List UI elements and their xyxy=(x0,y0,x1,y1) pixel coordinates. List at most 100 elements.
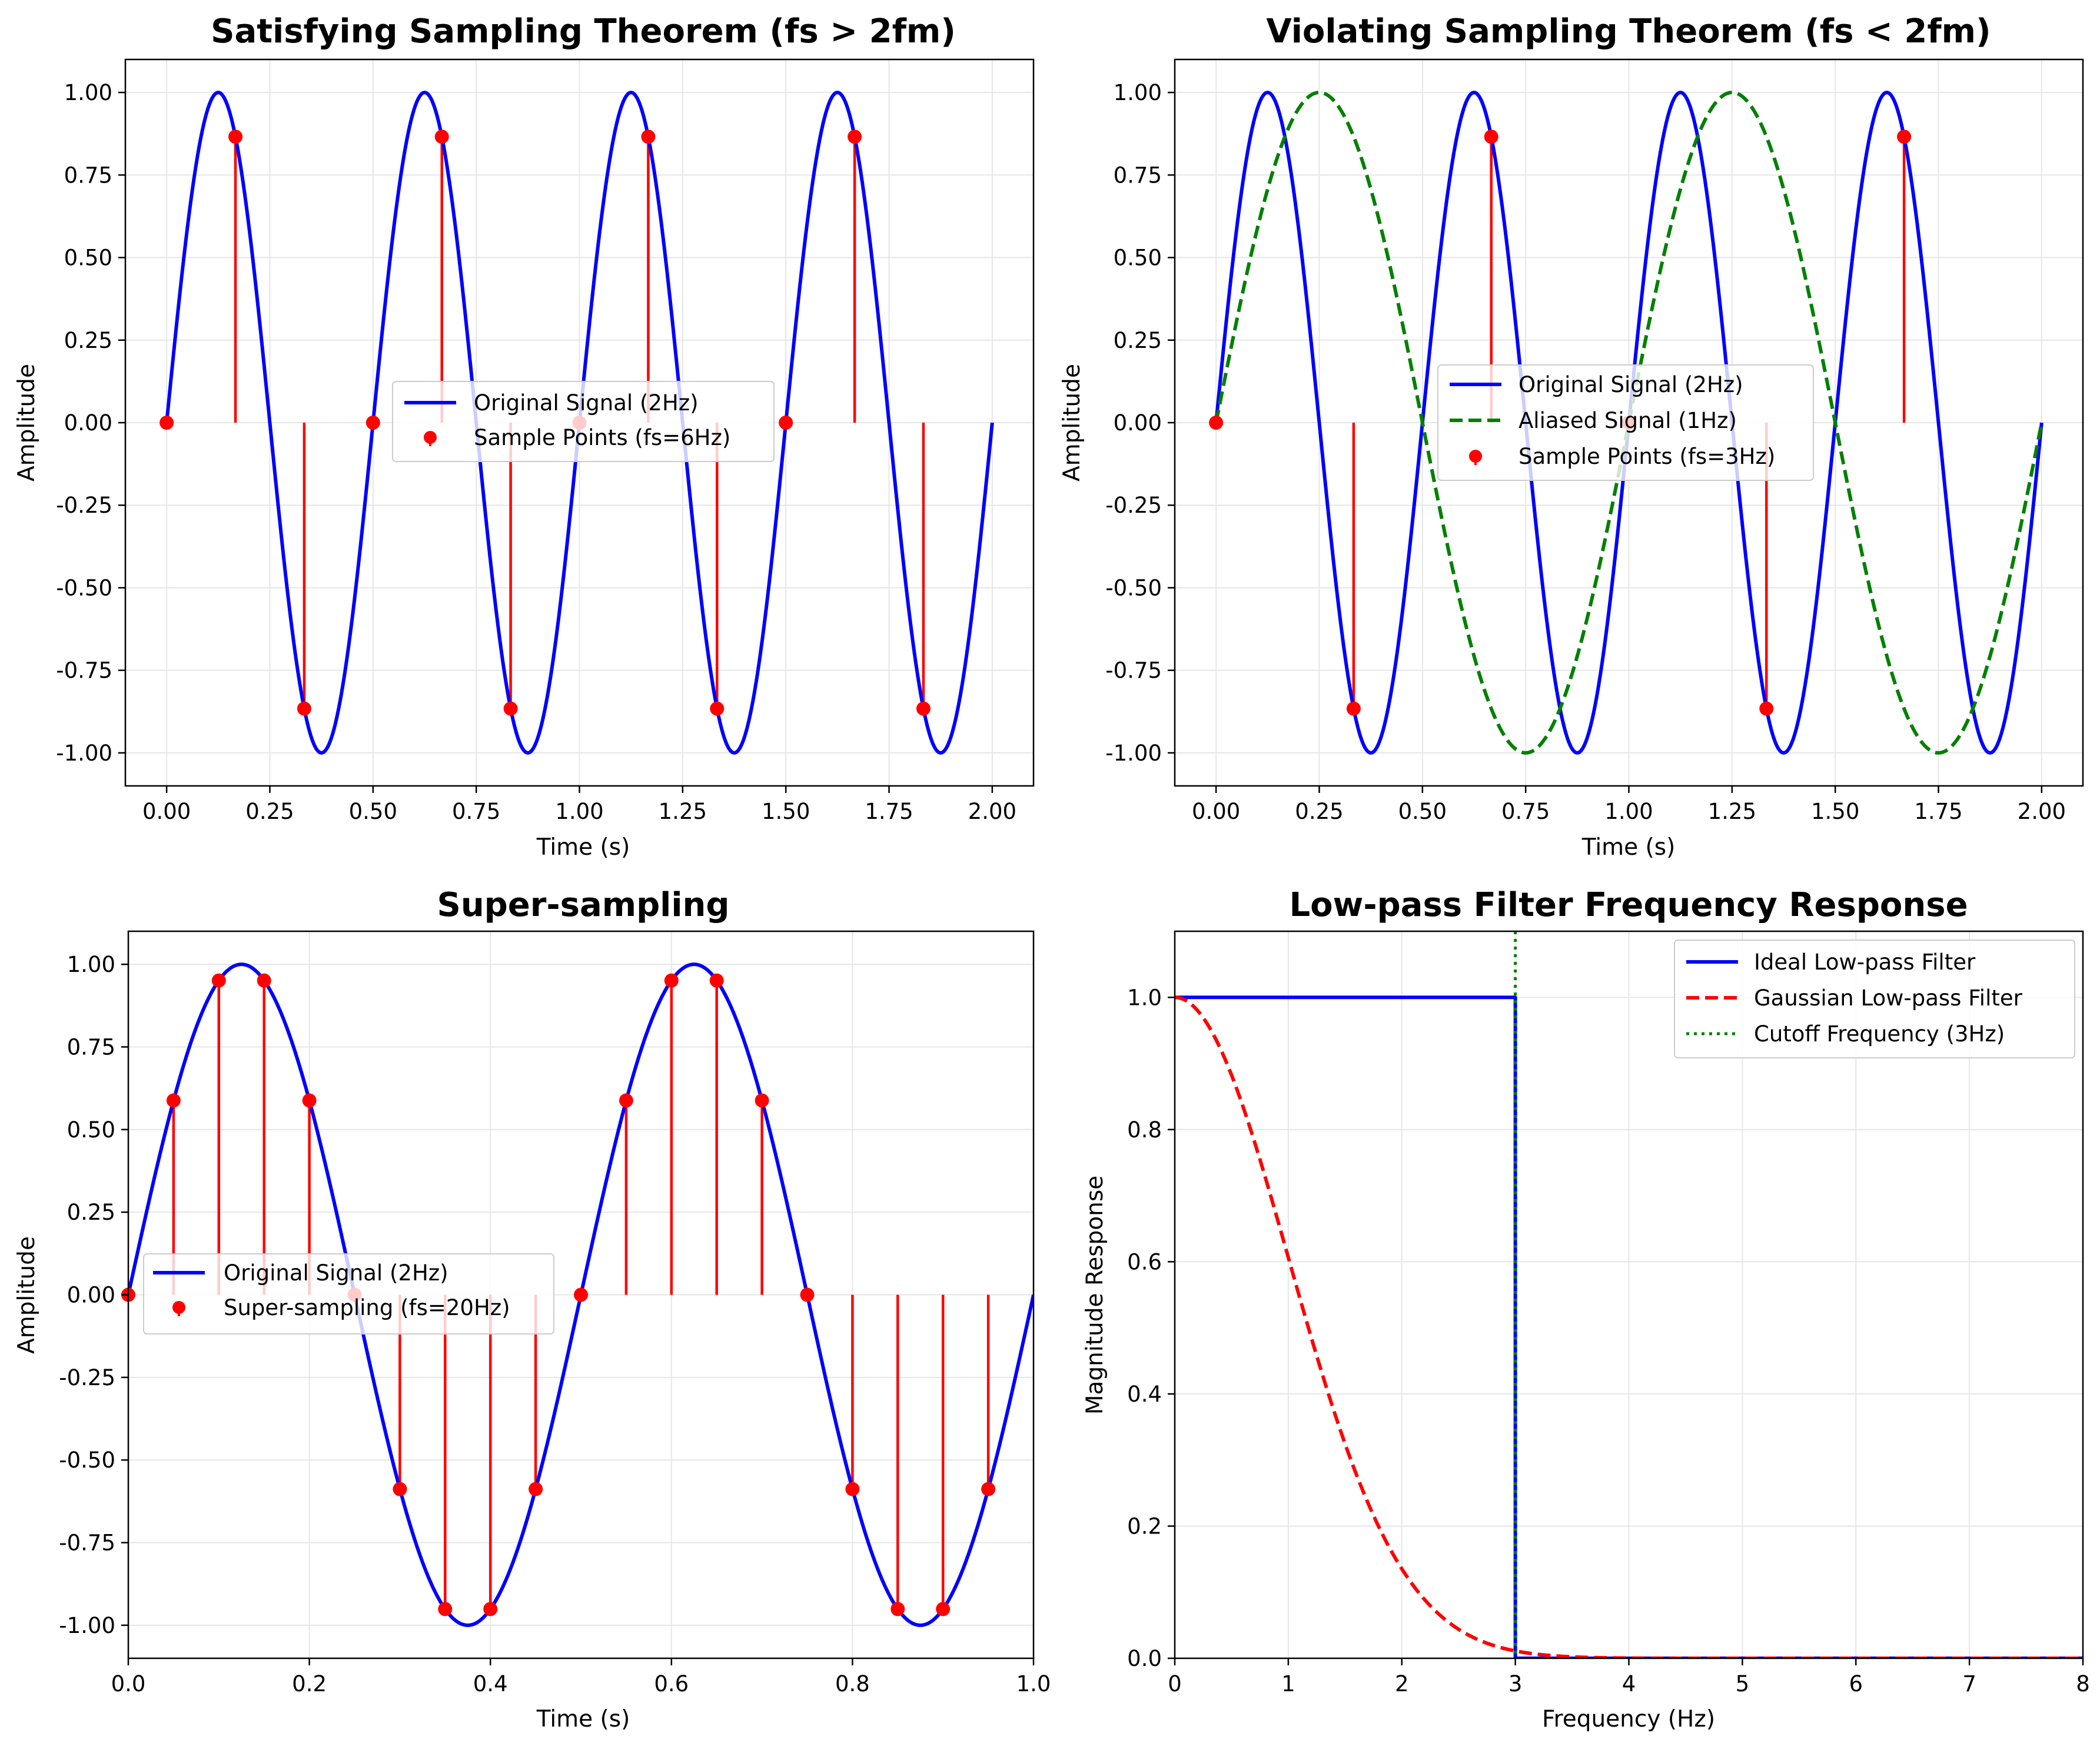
p2-xtick-label: 0.00 xyxy=(1192,799,1240,824)
p3-sample-point xyxy=(845,1482,860,1496)
p2-ytick-label: 0.75 xyxy=(1114,162,1162,188)
p3-legend-sample-swatch xyxy=(172,1301,185,1314)
p2-ytick-label: 1.00 xyxy=(1114,80,1162,105)
p4-series-gaussian-low-pass-filter xyxy=(1175,995,2083,1658)
p2-legend-aliased-label: Aliased Signal (1Hz) xyxy=(1518,408,1737,433)
p2-legend: Original Signal (2Hz) Aliased Signal (1H… xyxy=(1437,364,1814,481)
p2-xlabel: Time (s) xyxy=(1581,834,1676,861)
p1-xlabel: Time (s) xyxy=(536,834,630,861)
p4-legend-gaussian-label: Gaussian Low-pass Filter xyxy=(1754,985,2023,1011)
p2-xtick-label: 1.50 xyxy=(1811,799,1859,824)
p3-title: Super-sampling xyxy=(437,886,729,924)
p3-sample-point xyxy=(438,1602,453,1616)
p4-xtick-label: 0 xyxy=(1168,1671,1182,1697)
p3-ylabel: Amplitude xyxy=(14,1236,40,1354)
p3-sample-point xyxy=(529,1482,543,1496)
p1-ticks: 0.00 0.25 0.50 0.75 1.00 1.25 1.50 1.75 2.00 1.00… xyxy=(56,80,1016,824)
p4-legend: Ideal Low-pass Filter Gaussian Low-pass … xyxy=(1674,940,2075,1058)
p3-ytick-label: 1.00 xyxy=(67,952,115,977)
p3-plot-area xyxy=(121,962,1034,1627)
p3-sample-point xyxy=(574,1287,588,1302)
panel-satisfying: Satisfying Sampling Theorem (fs > 2fm) T… xyxy=(14,12,1035,861)
p1-ytick-label: 0.25 xyxy=(64,328,112,353)
p4-xlabel: Frequency (Hz) xyxy=(1542,1706,1715,1732)
p2-legend-sample-swatch xyxy=(1469,450,1482,463)
p2-xtick-label: 0.75 xyxy=(1501,799,1550,824)
p3-xlabel: Time (s) xyxy=(536,1706,630,1732)
p2-title: Violating Sampling Theorem (fs < 2fm) xyxy=(1266,12,1991,51)
p2-xtick-label: 1.00 xyxy=(1604,799,1653,824)
p1-sample-point xyxy=(779,416,793,430)
p3-sample-point xyxy=(664,973,679,988)
p4-title: Low-pass Filter Frequency Response xyxy=(1289,886,1968,924)
p4-legend-ideal-label: Ideal Low-pass Filter xyxy=(1754,950,1976,975)
p1-ytick-label: -1.00 xyxy=(56,741,112,766)
p1-xtick-label: 0.00 xyxy=(142,799,191,824)
p4-xtick-label: 4 xyxy=(1622,1671,1636,1697)
p1-ytick-label: 1.00 xyxy=(64,80,112,105)
p1-xtick-label: 1.50 xyxy=(762,799,810,824)
p2-xtick-label: 1.75 xyxy=(1914,799,1962,824)
p1-legend-sample-swatch xyxy=(424,431,437,444)
p1-xtick-label: 0.50 xyxy=(349,799,397,824)
p4-ytick-label: 1.0 xyxy=(1127,985,1162,1010)
p1-xtick-label: 0.75 xyxy=(452,799,500,824)
p3-ticks: 0.0 0.2 0.4 0.6 0.8 1.0 1.00 0.75 0.50 0.25 0.00 -0… xyxy=(59,952,1051,1697)
p1-sample-point xyxy=(710,701,725,716)
p4-xtick-label: 3 xyxy=(1508,1671,1523,1697)
p3-ytick-label: 0.75 xyxy=(67,1034,115,1060)
p2-legend-sample-label: Sample Points (fs=3Hz) xyxy=(1518,444,1775,469)
p2-legend-signal-label: Original Signal (2Hz) xyxy=(1518,372,1743,397)
p4-plot-area xyxy=(1175,931,2083,1658)
p4-xtick-label: 8 xyxy=(2076,1671,2090,1697)
p2-series-aliased-signal-1hz xyxy=(1214,91,2043,755)
p1-ytick-label: 0.00 xyxy=(64,410,112,436)
p3-sample-point xyxy=(166,1093,181,1108)
panel-lowpass: Low-pass Filter Frequency Response Frequ… xyxy=(1082,886,2090,1732)
p1-sample-point xyxy=(297,701,311,716)
p3-sample-point xyxy=(936,1602,951,1616)
p3-legend-signal-label: Original Signal (2Hz) xyxy=(224,1260,448,1286)
p3-ytick-label: -0.50 xyxy=(59,1448,115,1473)
p1-sample-point xyxy=(641,130,656,144)
p3-sample-point xyxy=(755,1093,769,1108)
p2-ylabel: Amplitude xyxy=(1059,364,1085,482)
p3-xtick-label: 0.8 xyxy=(835,1671,870,1697)
p2-ytick-label: -0.25 xyxy=(1105,493,1162,518)
p4-ytick-label: 0.8 xyxy=(1127,1117,1162,1143)
p1-ytick-label: -0.75 xyxy=(56,658,112,683)
p3-sample-point xyxy=(483,1602,498,1616)
p3-sample-point xyxy=(211,973,226,988)
p1-sample-point xyxy=(848,130,862,144)
p4-xtick-label: 5 xyxy=(1736,1671,1750,1697)
p1-xtick-label: 1.00 xyxy=(555,799,603,824)
p1-sample-point xyxy=(916,701,931,716)
p2-sample-point xyxy=(1346,701,1361,716)
p3-legend-sample-label: Super-sampling (fs=20Hz) xyxy=(224,1295,510,1320)
panel-violating: Violating Sampling Theorem (fs < 2fm) Ti… xyxy=(1059,12,2084,861)
p2-sample-point xyxy=(1897,130,1912,144)
p2-xtick-label: 1.25 xyxy=(1708,799,1756,824)
p3-sample-point xyxy=(302,1093,317,1108)
p3-ytick-label: -1.00 xyxy=(59,1613,115,1638)
p3-sample-point xyxy=(393,1482,407,1496)
p3-ytick-label: 0.00 xyxy=(67,1283,115,1308)
p1-sample-point xyxy=(503,701,518,716)
p2-sample-point xyxy=(1759,701,1774,716)
p2-ytick-label: -0.75 xyxy=(1105,658,1162,683)
p3-legend: Original Signal (2Hz) Super-sampling (fs… xyxy=(143,1253,554,1335)
p3-ytick-label: 0.50 xyxy=(67,1117,115,1143)
p3-sample-point xyxy=(709,973,724,988)
p3-sample-point xyxy=(981,1482,996,1496)
p2-xtick-label: 2.00 xyxy=(2018,799,2066,824)
p4-xtick-label: 7 xyxy=(1962,1671,1976,1697)
p4-xtick-label: 6 xyxy=(1849,1671,1863,1697)
p1-ytick-label: 0.50 xyxy=(64,245,112,271)
p1-legend-signal-label: Original Signal (2Hz) xyxy=(474,390,699,416)
p4-ytick-label: 0.6 xyxy=(1127,1249,1162,1274)
p2-ytick-label: 0.25 xyxy=(1114,328,1162,353)
p1-ytick-label: 0.75 xyxy=(64,162,112,188)
p2-ytick-label: 0.00 xyxy=(1114,410,1162,436)
p1-sample-point xyxy=(365,416,380,430)
